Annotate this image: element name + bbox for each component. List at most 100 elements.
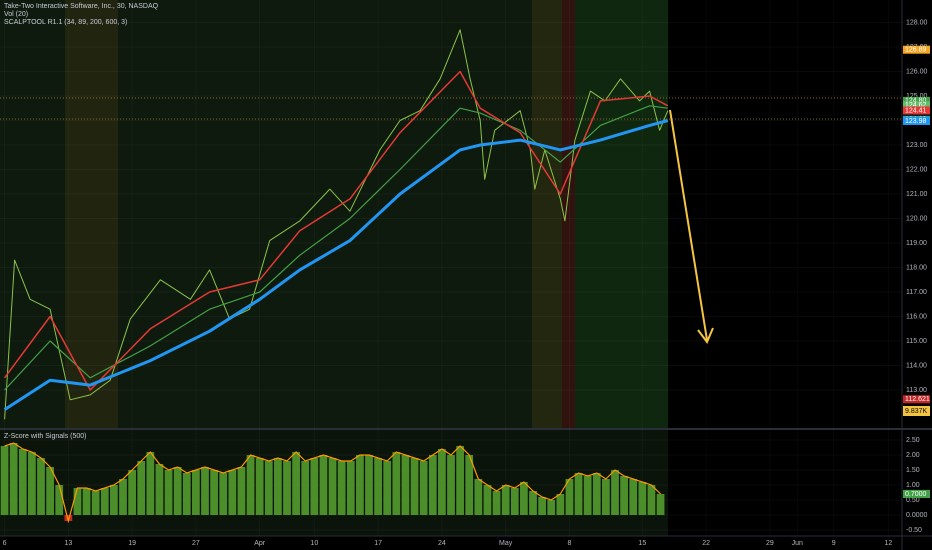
volume-tag-bg [903,406,930,416]
y-tick-label: 120.00 [906,215,928,222]
z-bar [246,455,255,515]
y-tick-label: 118.00 [906,264,927,271]
z-bar [46,467,54,515]
z-bar [346,461,355,515]
z-bar [228,470,237,515]
y-tick-label: 119.00 [906,240,927,247]
z-bar [210,470,218,515]
z-bar [365,455,373,515]
z-bar [483,485,492,515]
z-bar [301,461,310,515]
z-bar [510,488,519,515]
z-bar [310,458,319,515]
price-line [3,70,669,391]
chart-title: Take-Two Interactive Software, Inc., 30,… [4,3,159,10]
z-bar [438,449,446,515]
y-tick-label: 0.50 [906,497,920,504]
x-tick-label: 8 [567,540,571,547]
z-bar [255,458,264,515]
x-tick-label: 19 [128,540,136,547]
price-tag: 123.98 [905,118,927,125]
z-bar [283,461,291,515]
z-bar [638,482,647,515]
z-bar [100,488,109,515]
z-bar [337,461,346,515]
z-bar [356,455,364,515]
z-bar [264,461,273,515]
z-bar [319,455,328,515]
z-bar [629,479,638,515]
y-tick-label: -0.50 [906,527,922,534]
z-bar [374,458,382,515]
y-tick-label: 116.00 [906,313,927,320]
z-bar [520,482,528,515]
y-tick-label: 1.00 [906,482,920,489]
indicator-label: SCALPTOOL R1.1 (34, 89, 200, 600, 3) [4,19,127,26]
z-bar [574,473,583,515]
price-tag-bg [903,101,930,110]
y-tick-label: 113.00 [906,387,927,394]
z-bar [419,461,428,515]
y-tick-label: 0.0000 [906,512,928,519]
z-bar [0,446,9,515]
z-bar [28,452,36,515]
z-bar [292,452,300,515]
x-tick-label: 24 [438,540,446,547]
z-bar [55,485,64,515]
z-bar [137,461,146,515]
z-bar [37,458,45,515]
x-tick-label: 27 [192,540,200,547]
price-tag-bg [903,45,930,54]
z-bar [410,458,419,515]
y-tick-label: 123.00 [906,142,928,149]
y-tick-label: 114.00 [906,362,927,369]
z-pane-title: Z-Score with Signals (500) [4,433,86,440]
z-bar [592,473,601,515]
price-tag-bg [903,106,930,115]
z-bar [110,485,118,515]
y-tick-label: 2.00 [906,452,920,459]
z-bar [538,497,546,515]
price-tag-bg [903,116,930,125]
y-tick-label: 121.00 [906,191,928,198]
z-bar [146,452,155,515]
z-bar [656,494,665,515]
x-tick-label: Apr [254,540,266,547]
z-bar [447,455,455,515]
price-tag: 112.621 [905,396,930,403]
z-bar [119,479,127,515]
z-bar [64,515,73,521]
z-bar [547,500,556,515]
price-tag: 124.80 [905,98,927,105]
z-bar [9,443,18,515]
z-bar [392,452,401,515]
z-line [4,442,662,524]
price-tag-bg [903,96,930,105]
x-tick-label: 6 [3,540,7,547]
price-tag-bg [903,395,930,404]
y-tick-label: 117.00 [906,289,927,296]
z-bar [73,488,82,515]
z-bar [428,455,437,515]
arrow-head [697,327,714,344]
price-line [4,29,669,420]
x-tick-label: 29 [766,540,774,547]
x-tick-label: 17 [374,540,382,547]
z-bar [164,470,173,515]
z-bar [602,479,610,515]
z-bar [611,470,619,515]
z-bar [583,476,592,515]
session-band [562,0,575,428]
z-bar [620,476,628,515]
z-bar [465,455,474,515]
z-bar [328,458,337,515]
z-bar [173,467,182,515]
z-bar [565,479,574,515]
session-band [65,0,118,428]
x-tick-label: Jun [792,540,803,547]
x-tick-label: 9 [832,540,836,547]
volume-tag: 9.837K [905,408,928,415]
z-bar [192,470,200,515]
x-tick-label: May [499,540,513,547]
